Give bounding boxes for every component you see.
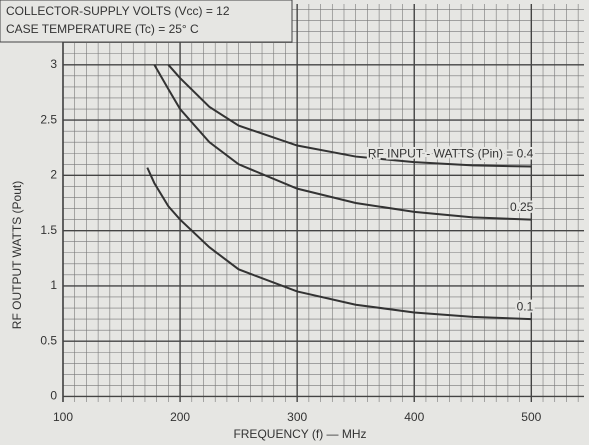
y-tick-label: 2.5 (40, 112, 57, 126)
x-tick-label: 300 (287, 410, 307, 424)
y-tick-label: 2 (50, 168, 57, 182)
x-tick-label: 500 (521, 410, 541, 424)
grid (62, 4, 584, 402)
annotation-box (0, 0, 293, 43)
series-label: 0.1 (517, 299, 534, 313)
y-tick-label: 1.5 (40, 223, 57, 237)
series-line (146, 167, 532, 321)
y-axis-label: RF OUTPUT WATTS (Pout) (10, 181, 24, 329)
x-tick-label: 200 (170, 410, 190, 424)
y-tick-label: 0.5 (40, 333, 57, 347)
plot: RF INPUT - WATTS (Pin) = 0.4 0.25 0.1 (146, 64, 536, 321)
series-line (153, 64, 532, 221)
y-tick-label: 3 (50, 57, 57, 71)
series-label: 0.25 (510, 200, 534, 214)
y-tick-label: 1 (50, 278, 57, 292)
annotation: CASE TEMPERATURE (Tc) = 25° C (6, 22, 199, 36)
y-tick-label: 0 (50, 389, 57, 403)
x-tick-label: 400 (404, 410, 424, 424)
series-label: RF INPUT - WATTS (Pin) = 0.4 (368, 147, 534, 161)
x-axis-label: FREQUENCY (f) — MHz (233, 427, 366, 441)
x-tick-label: 100 (53, 410, 73, 424)
annotation: COLLECTOR-SUPPLY VOLTS (Vcc) = 12 (6, 4, 230, 18)
series-line (167, 64, 532, 168)
